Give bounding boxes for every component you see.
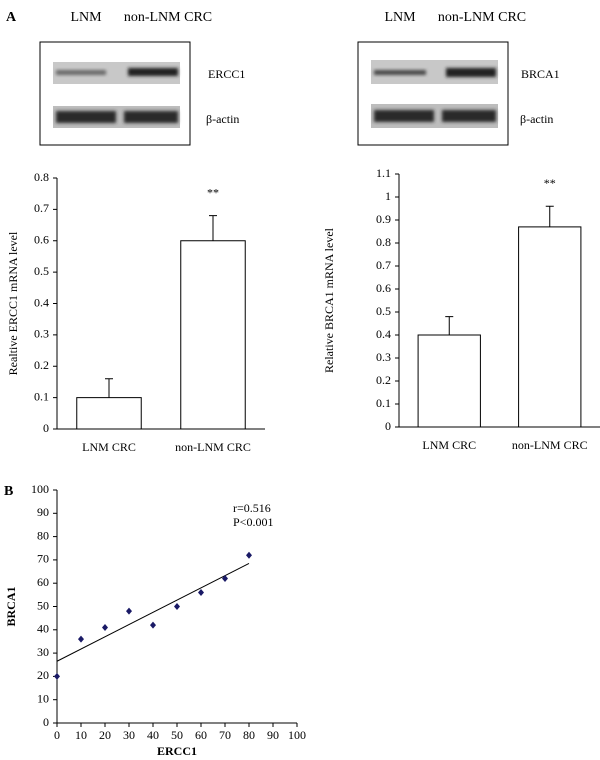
y-tick-label: 40 [37, 622, 49, 636]
x-tick-label: LNM CRC [82, 440, 136, 454]
band-label: β-actin [520, 112, 553, 126]
annotation: P<0.001 [233, 515, 273, 529]
y-tick-label: 50 [37, 598, 49, 612]
y-tick-label: 0.3 [376, 350, 391, 364]
y-tick-label: 0.1 [376, 396, 391, 410]
blot-band [374, 70, 426, 75]
y-tick-label: 0.1 [34, 389, 49, 403]
y-tick-label: 0 [43, 421, 49, 435]
blot-strip [53, 62, 180, 84]
y-tick-label: 30 [37, 645, 49, 659]
x-tick-label: 0 [54, 728, 60, 742]
annotation: r=0.516 [233, 501, 271, 515]
point [174, 603, 180, 610]
y-tick-label: 1.1 [376, 166, 391, 180]
y-tick-label: 10 [37, 691, 49, 705]
y-tick-label: 0.8 [34, 170, 49, 184]
y-tick-label: 0.4 [34, 295, 49, 309]
blot-band [128, 68, 178, 76]
y-tick-label: 20 [37, 668, 49, 682]
blot-band [124, 111, 178, 123]
blot-band [56, 111, 116, 123]
x-tick-label: 60 [195, 728, 207, 742]
x-axis-label: ERCC1 [157, 744, 197, 758]
point [222, 575, 228, 583]
y-tick-label: 0.4 [376, 327, 391, 341]
y-tick-label: 0.7 [376, 258, 391, 272]
blot-band [374, 110, 434, 122]
band-label: BRCA1 [521, 67, 560, 81]
point [198, 589, 204, 597]
x-tick-label: 40 [147, 728, 159, 742]
panel-label: B [4, 484, 13, 499]
y-axis-label: Realtive ERCC1 mRNA level [6, 231, 20, 375]
blot-frame [39, 41, 191, 146]
y-tick-label: 0.5 [34, 264, 49, 278]
x-tick-label: 50 [171, 728, 183, 742]
y-tick-label: 0.2 [376, 373, 391, 387]
blot-frame [357, 41, 509, 146]
y-tick-label: 70 [37, 552, 49, 566]
trend-line [56, 562, 250, 662]
point [126, 607, 132, 615]
x-tick-label: 90 [267, 728, 279, 742]
band-label: β-actin [206, 112, 239, 126]
band-label: ERCC1 [208, 67, 245, 81]
y-tick-label: 0.6 [376, 281, 391, 295]
y-tick-label: 80 [37, 528, 49, 542]
point [78, 635, 84, 643]
blot-band [442, 110, 496, 122]
y-tick-label: 100 [31, 482, 49, 496]
x-tick-label: 30 [123, 728, 135, 742]
x-tick-label: non-LNM CRC [512, 438, 588, 452]
y-tick-label: 0.2 [34, 358, 49, 372]
error-bar [445, 316, 454, 335]
y-tick-label: 60 [37, 575, 49, 589]
blot-band [56, 70, 106, 75]
y-tick-label: 0.3 [34, 327, 49, 341]
y-axis-label: BRCA1 [4, 586, 18, 626]
point [246, 551, 252, 559]
blot-band [446, 68, 496, 77]
lane-label: LNM [70, 10, 102, 25]
x-tick-label: 100 [288, 728, 306, 742]
y-axis-label: Relative BRCA1 mRNA level [322, 227, 336, 373]
y-tick-label: 0.5 [376, 304, 391, 318]
bar [76, 397, 142, 430]
point [54, 672, 60, 680]
lane-label: non-LNM CRC [438, 10, 526, 25]
annotation: ** [544, 176, 556, 190]
bar [417, 334, 481, 428]
y-tick-label: 90 [37, 505, 49, 519]
lane-label: LNM [384, 10, 416, 25]
x-tick-label: LNM CRC [422, 438, 476, 452]
panel-label: A [6, 10, 17, 25]
lane-label: non-LNM CRC [124, 10, 212, 25]
y-tick-label: 0.7 [34, 201, 49, 215]
x-tick-label: 10 [75, 728, 87, 742]
y-tick-label: 0 [43, 715, 49, 729]
y-tick-label: 1 [385, 189, 391, 203]
error-bar [545, 205, 554, 227]
point [150, 621, 156, 629]
error-bar [209, 215, 217, 241]
x-tick-label: 80 [243, 728, 255, 742]
x-tick-label: 20 [99, 728, 111, 742]
y-tick-label: 0 [385, 419, 391, 433]
x-tick-label: 70 [219, 728, 231, 742]
bar [518, 226, 582, 428]
bar [180, 240, 246, 430]
error-bar [105, 378, 113, 398]
y-tick-label: 0.6 [34, 233, 49, 247]
y-tick-label: 0.8 [376, 235, 391, 249]
point [102, 623, 108, 631]
annotation: ** [207, 185, 219, 199]
y-tick-label: 0.9 [376, 212, 391, 226]
x-tick-label: non-LNM CRC [175, 440, 251, 454]
